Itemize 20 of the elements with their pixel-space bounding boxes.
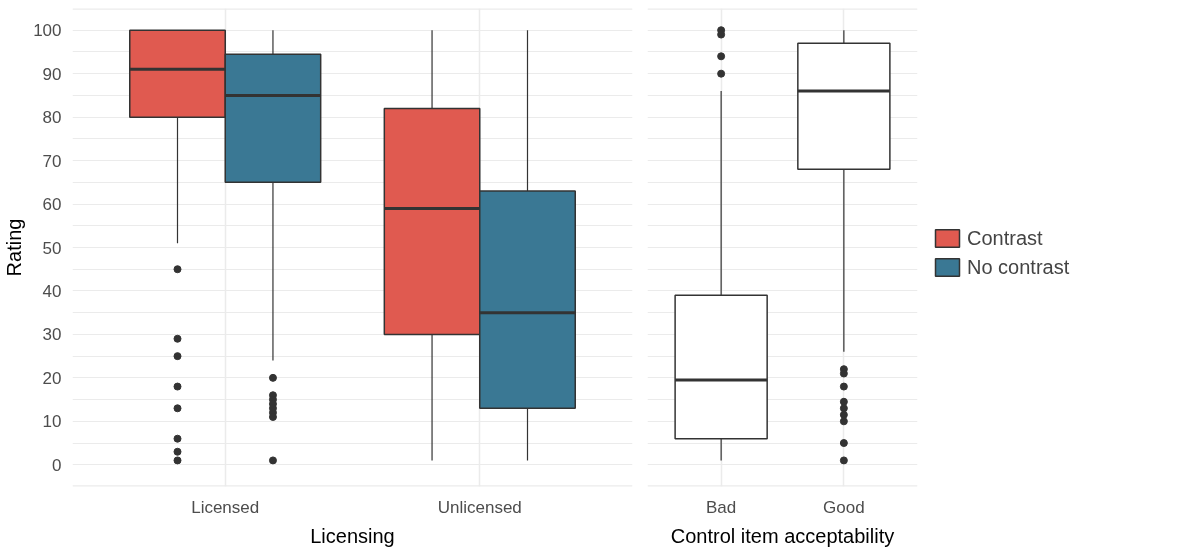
x-tick-label: Bad <box>706 497 737 517</box>
x-tick-label: Licensed <box>191 497 260 517</box>
y-tick-label: 100 <box>33 21 62 41</box>
y-tick-label: 10 <box>42 412 62 432</box>
x-tick-label: Unlicensed <box>437 497 522 517</box>
y-tick-label: 50 <box>42 238 62 258</box>
y-tick-label: 70 <box>42 151 62 171</box>
legend-label: Contrast <box>967 226 1043 250</box>
x-axis-title: Licensing <box>310 524 395 547</box>
y-tick-label: 90 <box>42 64 62 84</box>
y-axis-title: Rating <box>3 218 26 277</box>
x-tick-label: Good <box>823 497 865 517</box>
y-tick-label: 0 <box>52 455 62 475</box>
x-axis-title: Control item acceptability <box>670 524 895 547</box>
y-tick-label: 30 <box>42 325 62 345</box>
y-tick-label: 40 <box>42 281 62 301</box>
y-tick-label: 60 <box>42 195 62 215</box>
legend-label: No contrast <box>967 255 1070 279</box>
y-tick-label: 20 <box>42 368 62 388</box>
y-tick-label: 80 <box>42 108 62 128</box>
